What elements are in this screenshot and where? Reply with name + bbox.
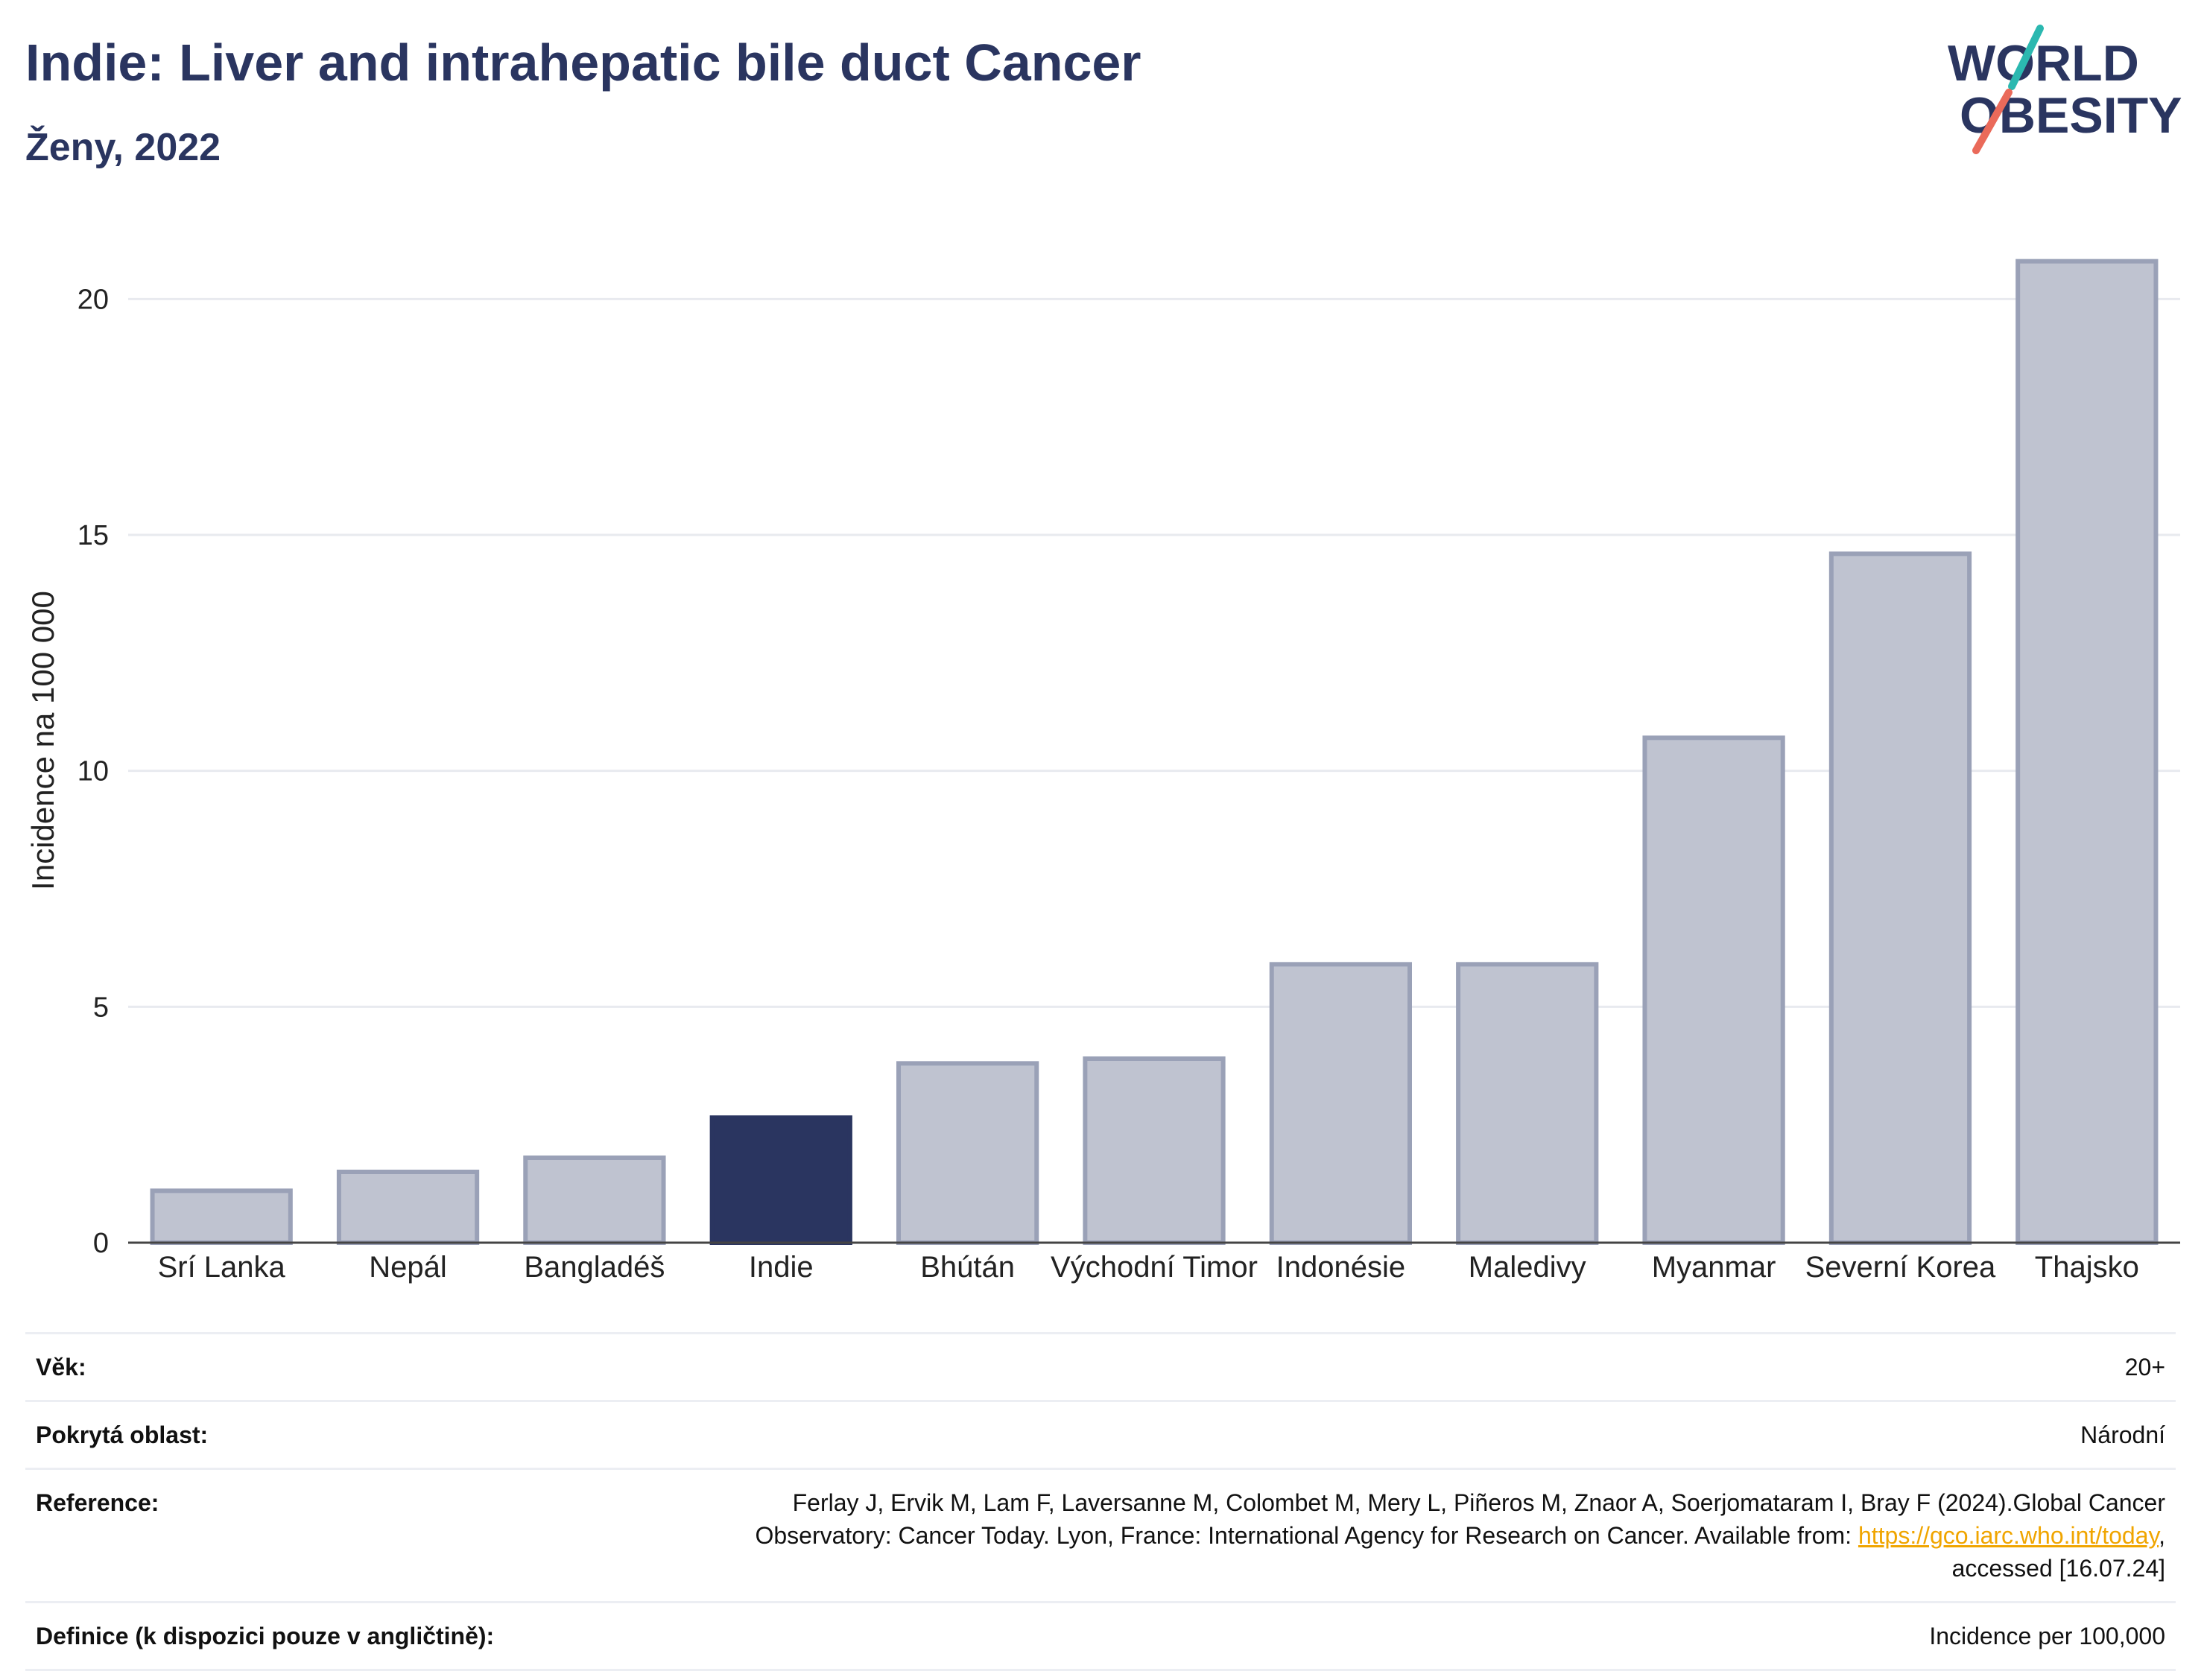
x-tick-label: Indonésie xyxy=(1276,1251,1405,1284)
x-tick-label: Srí Lanka xyxy=(158,1251,286,1284)
x-tick-label: Myanmar xyxy=(1652,1251,1776,1284)
info-key: Pokrytá oblast: xyxy=(25,1400,717,1470)
info-key: Věk: xyxy=(25,1332,717,1402)
svg-text:WORLD: WORLD xyxy=(1948,35,2139,92)
bar-indonésie[interactable] xyxy=(1269,962,1412,1246)
x-tick-label: Thajsko xyxy=(2035,1251,2139,1284)
bar-východní-timor[interactable] xyxy=(1083,1056,1226,1245)
x-tick-label: Indie xyxy=(749,1251,814,1284)
x-tick-label: Severní Korea xyxy=(1805,1251,1996,1284)
y-tick-label: 5 xyxy=(93,992,109,1023)
reference-link[interactable]: https://gco.iarc.who.int/today xyxy=(1858,1522,2159,1549)
page-title: Indie: Liver and intrahepatic bile duct … xyxy=(25,34,1141,92)
bar-severní-korea[interactable] xyxy=(1828,551,1972,1245)
x-tick-label: Bangladéš xyxy=(524,1251,665,1284)
info-row-definition: Definice (k dispozici pouze v angličtině… xyxy=(25,1601,2176,1671)
bar-myanmar[interactable] xyxy=(1642,735,1785,1245)
x-tick-label: Maledivy xyxy=(1469,1251,1586,1284)
bar-maledivy[interactable] xyxy=(1456,962,1599,1246)
y-tick-label: 0 xyxy=(93,1228,109,1259)
info-value-reference: Ferlay J, Ervik M, Lam F, Laversanne M, … xyxy=(717,1468,2176,1603)
bar-bangladéš[interactable] xyxy=(523,1156,666,1245)
y-tick-label: 10 xyxy=(77,756,109,787)
bar-bhútán[interactable] xyxy=(896,1061,1039,1246)
x-tick-label: Východní Timor xyxy=(1051,1251,1258,1284)
y-tick-label: 20 xyxy=(77,284,109,315)
info-value: Incidence per 100,000 xyxy=(717,1601,2176,1671)
world-obesity-logo: WORLD OBESITY xyxy=(1948,25,2182,154)
x-axis-ticks: Srí Lanka Nepál Bangladéš Indie Bhútán Východ… xyxy=(158,1251,2139,1284)
info-row-reference: Reference: Ferlay J, Ervik M, Lam F, Lav… xyxy=(25,1468,2176,1603)
reference-line-2: Observatory: Cancer Today. Lyon, France:… xyxy=(755,1522,1852,1549)
reference-line-1: Ferlay J, Ervik M, Lam F, Laversanne M, … xyxy=(792,1489,2165,1516)
bars xyxy=(150,259,2159,1246)
bar-srí-lanka[interactable] xyxy=(150,1188,293,1246)
info-table: Věk: 20+ Pokrytá oblast: Národní Referen… xyxy=(25,1332,2176,1671)
info-key: Reference: xyxy=(25,1468,717,1603)
info-value: Národní xyxy=(717,1400,2176,1470)
page-subtitle: Ženy, 2022 xyxy=(25,126,221,169)
info-key: Definice (k dispozici pouze v angličtině… xyxy=(25,1601,717,1671)
y-tick-label: 15 xyxy=(77,520,109,551)
y-axis-ticks: 0 5 10 15 20 xyxy=(77,284,109,1259)
bar-chart: 0 5 10 15 20 Srí Lanka Nepál Bangladéš Indie Bhú… xyxy=(25,259,2180,1284)
bar-nepál[interactable] xyxy=(336,1170,480,1245)
bar-indie[interactable] xyxy=(709,1115,852,1245)
x-tick-label: Bhútán xyxy=(920,1251,1015,1284)
info-row-area: Pokrytá oblast: Národní xyxy=(25,1400,2176,1470)
info-value: 20+ xyxy=(717,1332,2176,1402)
info-row-age: Věk: 20+ xyxy=(25,1332,2176,1402)
y-axis-label: Incidence na 100 000 xyxy=(25,591,60,890)
x-tick-label: Nepál xyxy=(369,1251,447,1284)
reference-line-3: accessed [16.07.24] xyxy=(1951,1555,2165,1582)
bar-thajsko[interactable] xyxy=(2015,259,2159,1246)
